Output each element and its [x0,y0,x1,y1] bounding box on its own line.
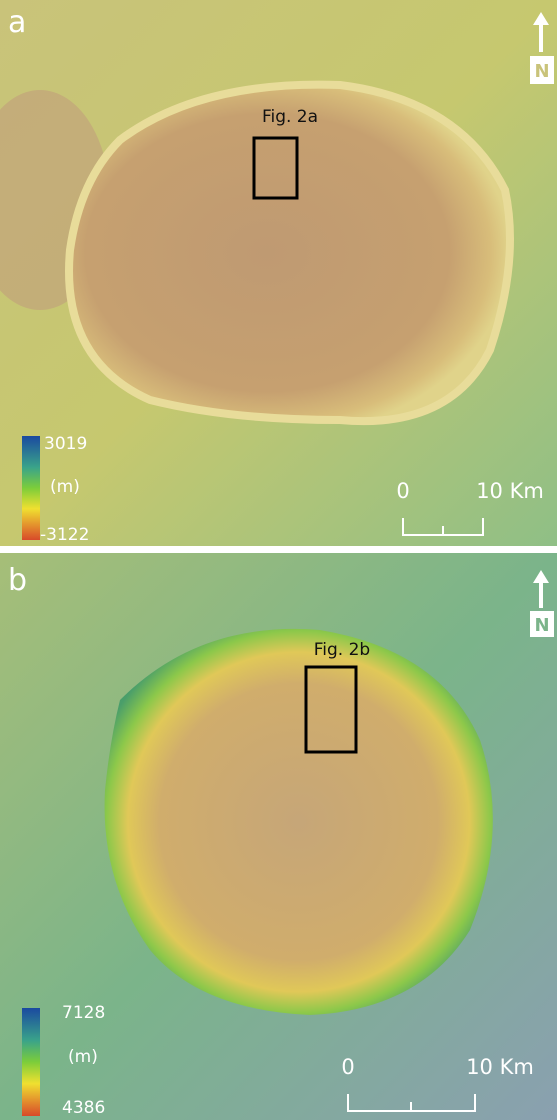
legend-max: 7128 [62,1003,105,1023]
legend-bar [22,1008,40,1116]
legend-bar [22,436,40,540]
crater [69,85,510,421]
legend-unit: (m) [68,1047,98,1067]
panel-b: Fig. 2b b N 7128 (m) 4386 0 10 Km [0,553,557,1120]
scale-end: 10 Km [466,1055,534,1079]
panel-label: b [8,563,27,598]
north-label: N [534,615,549,636]
legend-min: -3122 [40,525,89,545]
panel-a: Fig. 2a a N 3019 (m) -3122 0 10 Km [0,0,557,546]
legend-min: 4386 [62,1098,105,1118]
figure: Fig. 2a a N 3019 (m) -3122 0 10 Km Fig. … [0,0,557,1120]
box-label: Fig. 2b [314,640,370,660]
scale-start: 0 [341,1055,354,1079]
legend-unit: (m) [50,477,80,497]
north-label: N [534,61,549,82]
scale-end: 10 Km [476,479,544,503]
crater [105,629,493,1015]
panel-label: a [8,5,26,40]
scale-start: 0 [396,479,409,503]
legend-max: 3019 [44,434,87,454]
box-label: Fig. 2a [262,107,318,127]
